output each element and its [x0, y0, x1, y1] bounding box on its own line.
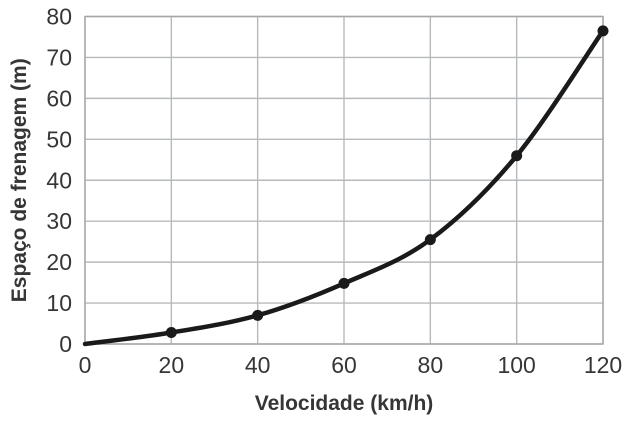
y-tick-label: 70 — [46, 44, 72, 70]
y-tick-label: 30 — [46, 208, 72, 234]
data-point-marker — [597, 25, 609, 37]
data-point-marker — [511, 150, 523, 162]
x-axis-title: Velocidade (km/h) — [255, 392, 434, 415]
y-tick-label: 0 — [59, 331, 72, 357]
plot-border — [84, 15, 604, 345]
y-tick-label: 60 — [46, 85, 72, 111]
y-tick-label: 50 — [46, 126, 72, 152]
y-tick-label: 10 — [46, 290, 72, 316]
data-point-marker — [424, 234, 436, 246]
y-tick-label: 20 — [46, 249, 72, 275]
y-tick-label: 40 — [46, 167, 72, 193]
x-tick-label: 100 — [497, 352, 535, 378]
data-point-markers — [165, 25, 609, 339]
y-axis-title: Espaço de frenagem (m) — [8, 58, 31, 302]
y-tick-label: 80 — [46, 4, 72, 30]
x-tick-label: 120 — [584, 352, 622, 378]
x-tick-label: 80 — [418, 352, 444, 378]
data-point-marker — [165, 327, 177, 339]
x-tick-label: 20 — [159, 352, 185, 378]
y-axis-tick-labels: 0 10 20 30 40 50 60 70 80 — [46, 4, 72, 358]
data-point-marker — [338, 277, 350, 289]
gridlines — [84, 15, 604, 345]
x-tick-label: 0 — [79, 352, 92, 378]
data-point-marker — [252, 309, 264, 321]
x-tick-label: 40 — [245, 352, 271, 378]
x-axis-tick-labels: 0 20 40 60 80 100 120 — [79, 352, 623, 378]
x-tick-label: 60 — [331, 352, 357, 378]
